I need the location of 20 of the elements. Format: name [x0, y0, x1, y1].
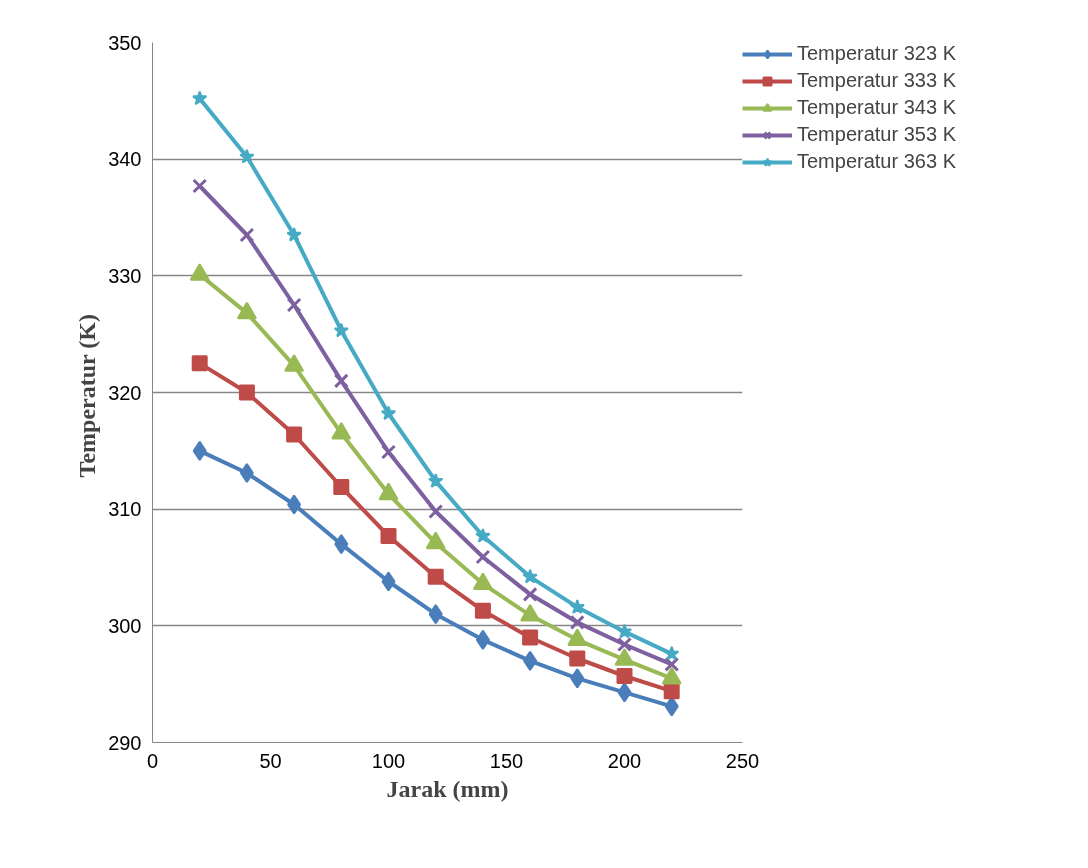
- y-tick-label: 300: [108, 614, 142, 637]
- legend-label: Temperatur 353 K: [797, 123, 956, 146]
- legend-label: Temperatur 333 K: [797, 69, 956, 92]
- x-tick-label: 150: [489, 749, 524, 772]
- x-tick-label: 100: [371, 749, 406, 772]
- legend-label: Temperatur 343 K: [797, 96, 956, 119]
- y-tick-label: 340: [108, 148, 142, 171]
- x-tick-label: 0: [146, 749, 159, 772]
- y-tick-label: 330: [108, 264, 142, 287]
- legend-label: Temperatur 363 K: [797, 150, 956, 173]
- x-tick-label: 200: [607, 749, 642, 772]
- x-tick-label: 250: [725, 749, 760, 772]
- y-tick-label: 310: [108, 498, 142, 521]
- y-tick-label: 350: [108, 31, 142, 54]
- y-tick-label: 290: [108, 731, 142, 754]
- y-axis-title: Temperatur (K): [74, 314, 101, 478]
- x-axis-title: Jarak (mm): [386, 775, 509, 802]
- y-tick-label: 320: [108, 381, 142, 404]
- legend-label: Temperatur 323 K: [797, 42, 956, 65]
- x-tick-label: 50: [259, 749, 282, 772]
